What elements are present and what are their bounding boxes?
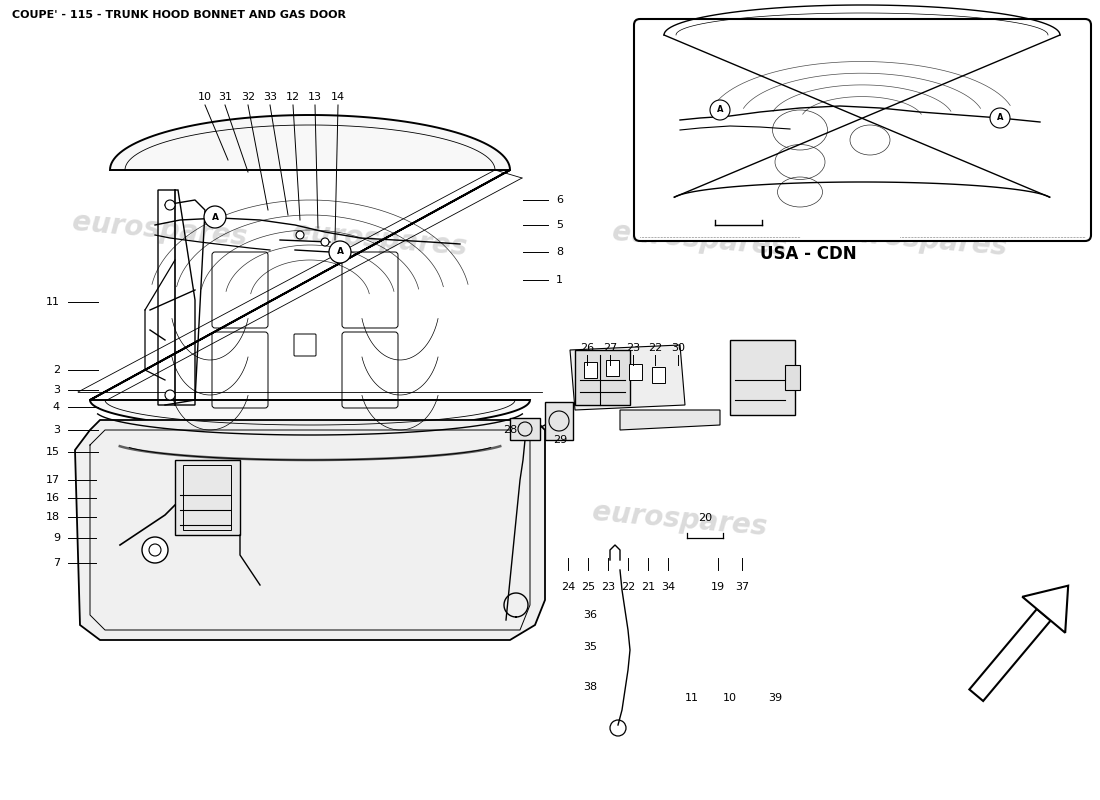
Text: 32: 32	[241, 92, 255, 102]
Text: 29: 29	[553, 435, 568, 445]
Text: 20: 20	[697, 513, 712, 523]
Bar	[183, 465, 231, 530]
Text: 14: 14	[331, 92, 345, 102]
Text: eurospares: eurospares	[832, 218, 1009, 262]
Text: 31: 31	[218, 92, 232, 102]
Circle shape	[142, 537, 168, 563]
Text: 1: 1	[556, 275, 563, 285]
Text: USA - CDN: USA - CDN	[760, 245, 857, 263]
Text: 10: 10	[198, 92, 212, 102]
Text: 11: 11	[685, 693, 698, 703]
Text: eurospares: eurospares	[292, 218, 469, 262]
Circle shape	[321, 238, 329, 246]
Text: eurospares: eurospares	[592, 498, 769, 542]
Text: A: A	[337, 247, 343, 257]
Bar	[575, 350, 630, 405]
Text: eurospares: eurospares	[341, 498, 518, 542]
Bar	[785, 365, 800, 390]
Text: 5: 5	[556, 220, 563, 230]
Text: 3: 3	[53, 425, 60, 435]
Circle shape	[165, 200, 175, 210]
Text: 22: 22	[620, 582, 635, 592]
Circle shape	[710, 100, 730, 120]
Text: 25: 25	[581, 582, 595, 592]
Text: 39: 39	[768, 693, 782, 703]
Text: 37: 37	[735, 582, 749, 592]
Circle shape	[296, 231, 304, 239]
Bar	[730, 340, 795, 415]
Bar	[510, 418, 540, 440]
Text: 19: 19	[711, 582, 725, 592]
Bar	[652, 367, 666, 383]
Text: 2: 2	[53, 365, 60, 375]
Text: eurospares: eurospares	[72, 209, 249, 251]
Circle shape	[329, 241, 351, 263]
Text: 12: 12	[286, 92, 300, 102]
Text: 34: 34	[661, 582, 675, 592]
Text: eurospares: eurospares	[612, 218, 789, 262]
Circle shape	[204, 206, 226, 228]
Polygon shape	[75, 420, 544, 640]
Bar	[584, 362, 597, 378]
Text: 9: 9	[53, 533, 60, 543]
Text: A: A	[717, 106, 724, 114]
Text: 21: 21	[641, 582, 656, 592]
Bar	[175, 460, 240, 535]
Text: 26: 26	[580, 343, 594, 353]
Text: 16: 16	[46, 493, 60, 503]
Polygon shape	[90, 115, 530, 430]
Text: 33: 33	[263, 92, 277, 102]
Text: 23: 23	[626, 343, 640, 353]
Text: 15: 15	[46, 447, 60, 457]
Bar	[606, 360, 619, 376]
Text: 30: 30	[671, 343, 685, 353]
Bar	[629, 364, 642, 380]
Text: 13: 13	[308, 92, 322, 102]
Bar	[544, 402, 573, 440]
Text: 36: 36	[583, 610, 597, 620]
Polygon shape	[620, 410, 721, 430]
Text: A: A	[997, 114, 1003, 122]
Text: 3: 3	[53, 385, 60, 395]
Text: COUPE' - 115 - TRUNK HOOD BONNET AND GAS DOOR: COUPE' - 115 - TRUNK HOOD BONNET AND GAS…	[12, 10, 346, 20]
Text: 38: 38	[583, 682, 597, 692]
Text: 17: 17	[46, 475, 60, 485]
Text: 18: 18	[46, 512, 60, 522]
Text: 11: 11	[46, 297, 60, 307]
Circle shape	[990, 108, 1010, 128]
Circle shape	[165, 390, 175, 400]
Text: 28: 28	[503, 425, 517, 435]
Text: A: A	[211, 213, 219, 222]
Text: 6: 6	[556, 195, 563, 205]
Text: 23: 23	[601, 582, 615, 592]
FancyBboxPatch shape	[634, 19, 1091, 241]
Text: 24: 24	[561, 582, 575, 592]
Text: 10: 10	[723, 693, 737, 703]
Text: 35: 35	[583, 642, 597, 652]
Polygon shape	[1022, 586, 1068, 633]
Text: 22: 22	[648, 343, 662, 353]
Polygon shape	[969, 609, 1050, 701]
Text: 4: 4	[53, 402, 60, 412]
Polygon shape	[570, 345, 685, 410]
Text: 7: 7	[53, 558, 60, 568]
Text: 8: 8	[556, 247, 563, 257]
Text: eurospares: eurospares	[111, 489, 288, 531]
Text: 27: 27	[603, 343, 617, 353]
